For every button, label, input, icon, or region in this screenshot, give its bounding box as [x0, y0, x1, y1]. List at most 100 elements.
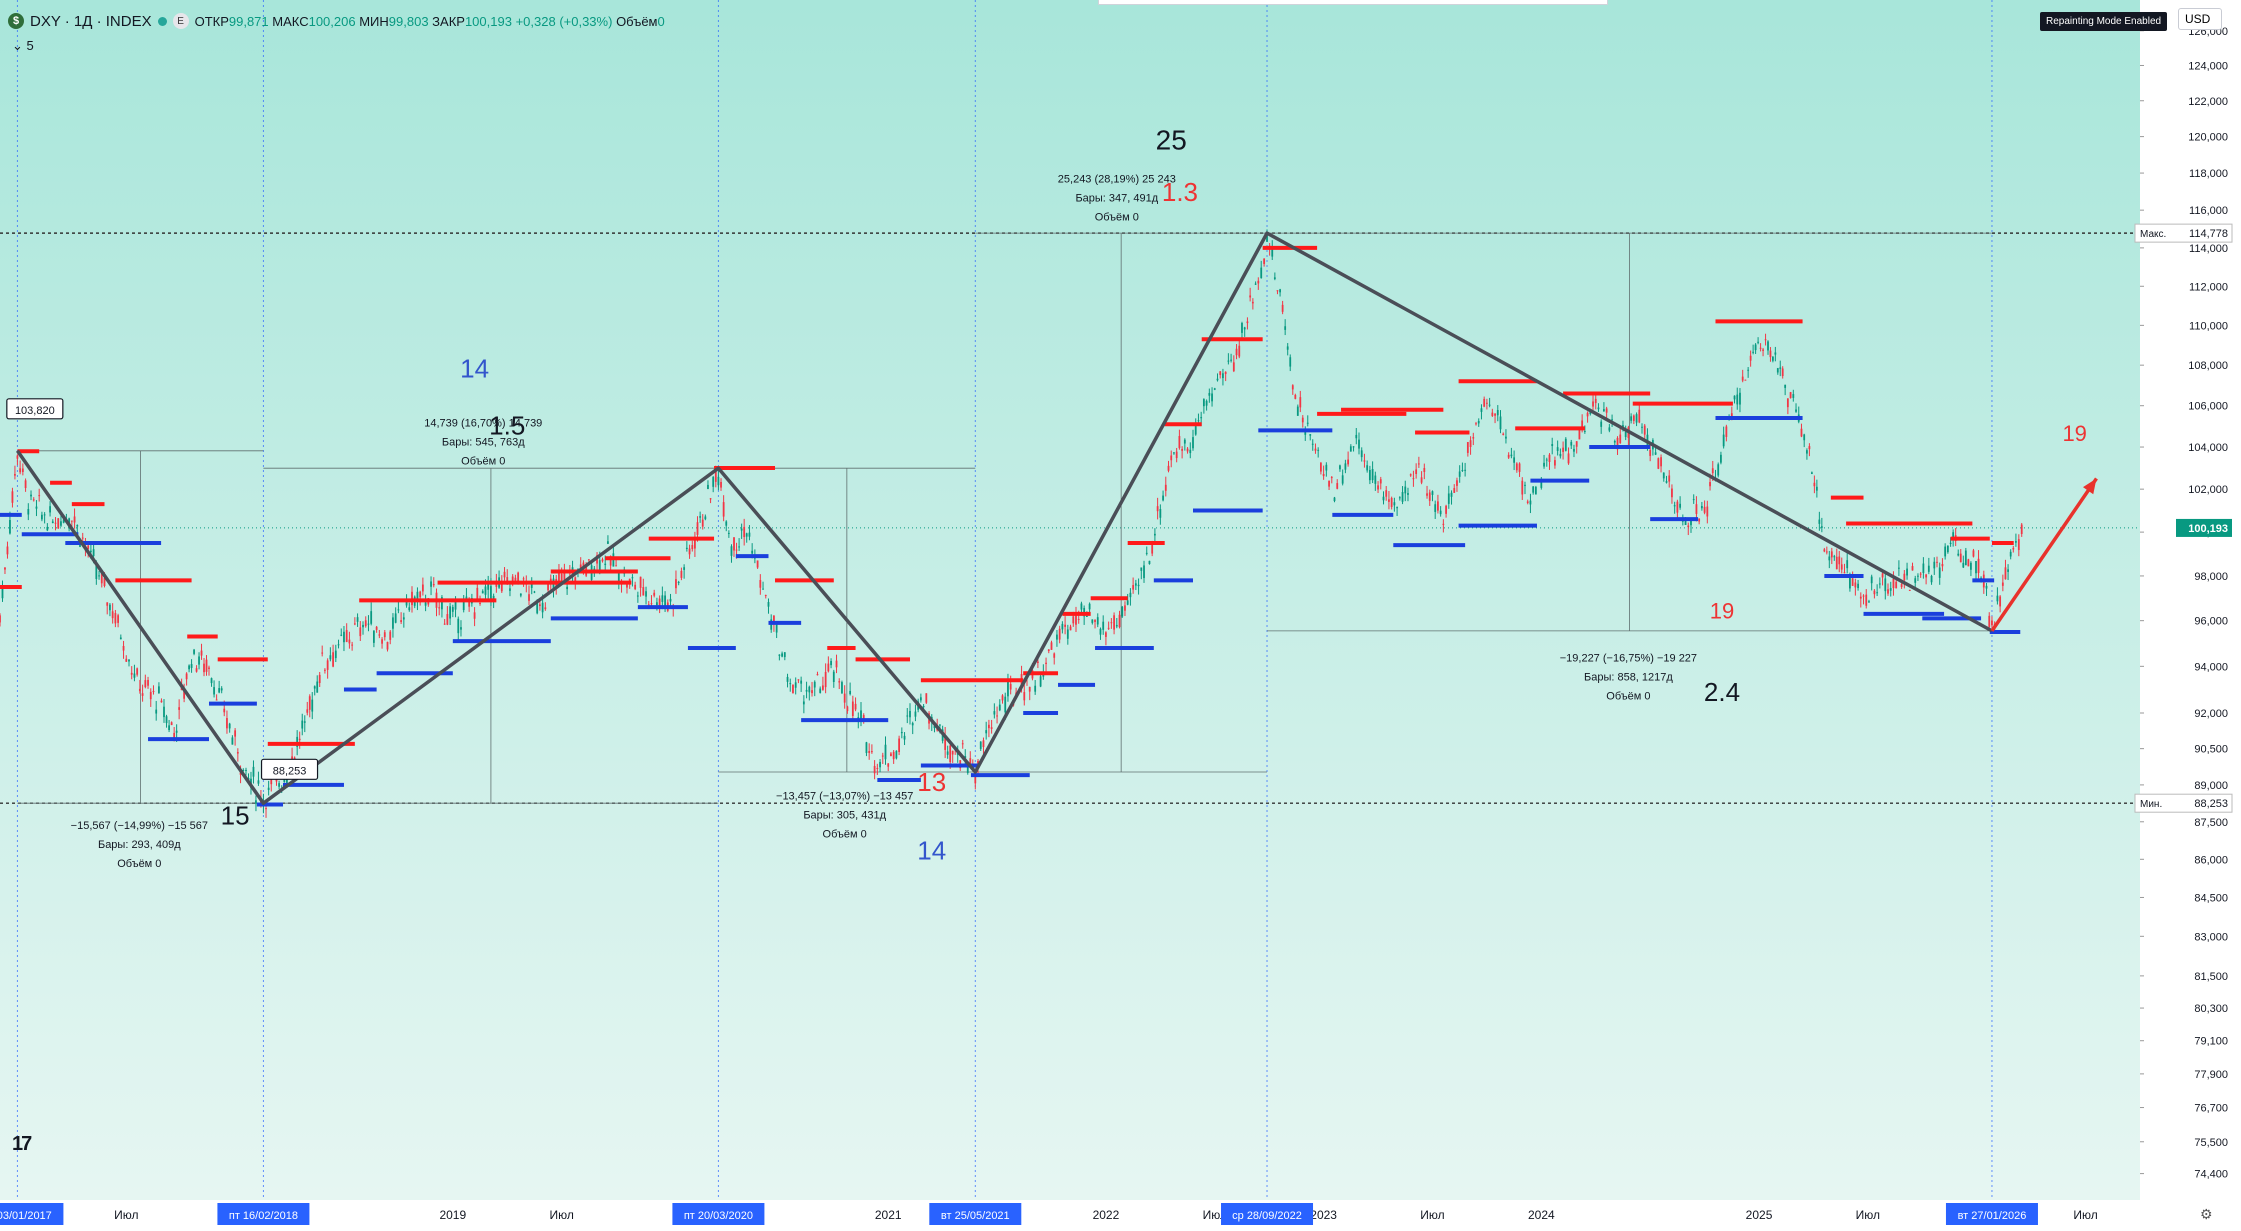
candle-body — [1930, 575, 1933, 583]
candle-body — [460, 627, 462, 630]
object-tree-tab[interactable] — [1098, 0, 1608, 5]
candle-body — [879, 761, 881, 768]
candle-body — [49, 506, 51, 513]
candle-body — [805, 689, 808, 692]
candle-body — [609, 555, 612, 566]
candle-body — [1241, 323, 1243, 333]
candle-body — [103, 578, 106, 586]
candle-body — [1649, 449, 1652, 456]
candle-body — [974, 773, 977, 784]
currency-select[interactable]: USD — [2178, 8, 2222, 30]
candle-body — [175, 730, 178, 733]
candle-body — [985, 730, 988, 734]
candle-body — [386, 641, 389, 650]
candle-body — [60, 521, 62, 526]
candle-body — [1687, 525, 1690, 528]
price-callout-label: 103,820 — [15, 405, 55, 417]
candle-body — [1156, 506, 1159, 512]
candle-body — [1635, 414, 1638, 423]
candle-body — [473, 612, 476, 619]
date-badge — [1221, 1203, 1314, 1225]
candle-body — [1034, 685, 1037, 692]
candle-body — [89, 550, 92, 552]
low-value: 99,803 — [388, 13, 429, 29]
candle-body — [1227, 360, 1230, 362]
candle-body — [898, 738, 901, 752]
candle-body — [98, 575, 100, 577]
candle-body — [301, 720, 304, 729]
candle-body — [400, 620, 403, 623]
candle-body — [1151, 542, 1154, 554]
candle-body — [1938, 567, 1941, 578]
candle-body — [141, 693, 144, 696]
candle-body — [1795, 409, 1797, 412]
candle-body — [130, 672, 133, 675]
candle-body — [1273, 277, 1276, 280]
extreme-marker-box — [2134, 223, 2233, 243]
indicator-toggle[interactable]: ⌄ 5 — [12, 38, 34, 53]
candle-body — [1897, 567, 1900, 569]
symbol-title[interactable]: DXY · 1Д · INDEX — [30, 12, 152, 30]
candle-body — [1423, 468, 1426, 472]
candle-body — [1036, 661, 1039, 663]
candle-body — [117, 615, 120, 623]
candle-body — [709, 498, 712, 500]
candle-body — [70, 520, 73, 522]
candle-body — [1118, 614, 1121, 628]
candle-body — [988, 724, 990, 729]
candle-body — [236, 752, 239, 754]
candle-body — [925, 693, 928, 703]
date-badge — [1945, 1203, 2038, 1225]
candle-body — [1281, 304, 1284, 312]
candle-body — [345, 630, 348, 642]
candle-body — [1673, 505, 1676, 507]
candle-body — [1475, 423, 1477, 425]
candle-body — [1266, 234, 1268, 242]
gear-icon[interactable]: ⚙ — [2200, 1206, 2213, 1222]
candle-body — [1703, 506, 1706, 513]
candle-body — [1603, 409, 1605, 412]
range-label: Бары: 305, 431д — [803, 810, 886, 822]
candle-body — [714, 470, 717, 482]
candle-body — [1583, 430, 1586, 432]
candle-body — [1205, 400, 1208, 406]
candle-body — [19, 468, 22, 473]
candle-body — [163, 706, 165, 718]
candle-body — [4, 567, 6, 570]
range-label: Бары: 858, 1217д — [1584, 672, 1673, 684]
candle-body — [680, 570, 683, 578]
candle-body — [1878, 583, 1881, 585]
range-label: Объём 0 — [1095, 211, 1139, 223]
candle-body — [1039, 676, 1042, 687]
candle-body — [87, 545, 90, 550]
candle-body — [1889, 588, 1892, 591]
candle-body — [160, 700, 163, 703]
candle-body — [438, 607, 441, 609]
candle-body — [851, 701, 854, 716]
candle-body — [1428, 492, 1431, 501]
candle-body — [1840, 564, 1843, 570]
candle-body — [1962, 562, 1965, 568]
candle-body — [41, 514, 43, 520]
candle-body — [1385, 490, 1388, 497]
candle-body — [168, 725, 170, 731]
candle-body — [841, 682, 843, 694]
candle-body — [270, 779, 273, 785]
candle-body — [677, 581, 680, 583]
candle-body — [560, 573, 563, 583]
tradingview-logo-icon[interactable]: 17 — [12, 1133, 32, 1155]
candle-body — [213, 687, 215, 695]
candle-body — [1616, 437, 1619, 450]
candle-body — [27, 509, 30, 515]
candle-body — [190, 664, 193, 668]
candle-body — [964, 756, 967, 758]
candle-body — [1711, 468, 1714, 474]
candle-body — [1917, 575, 1919, 577]
candle-body — [1162, 495, 1164, 501]
candle-body — [173, 732, 176, 741]
candle-body — [1075, 614, 1077, 625]
candle-body — [1996, 595, 1999, 602]
range-label: Бары: 545, 763д — [442, 436, 525, 448]
